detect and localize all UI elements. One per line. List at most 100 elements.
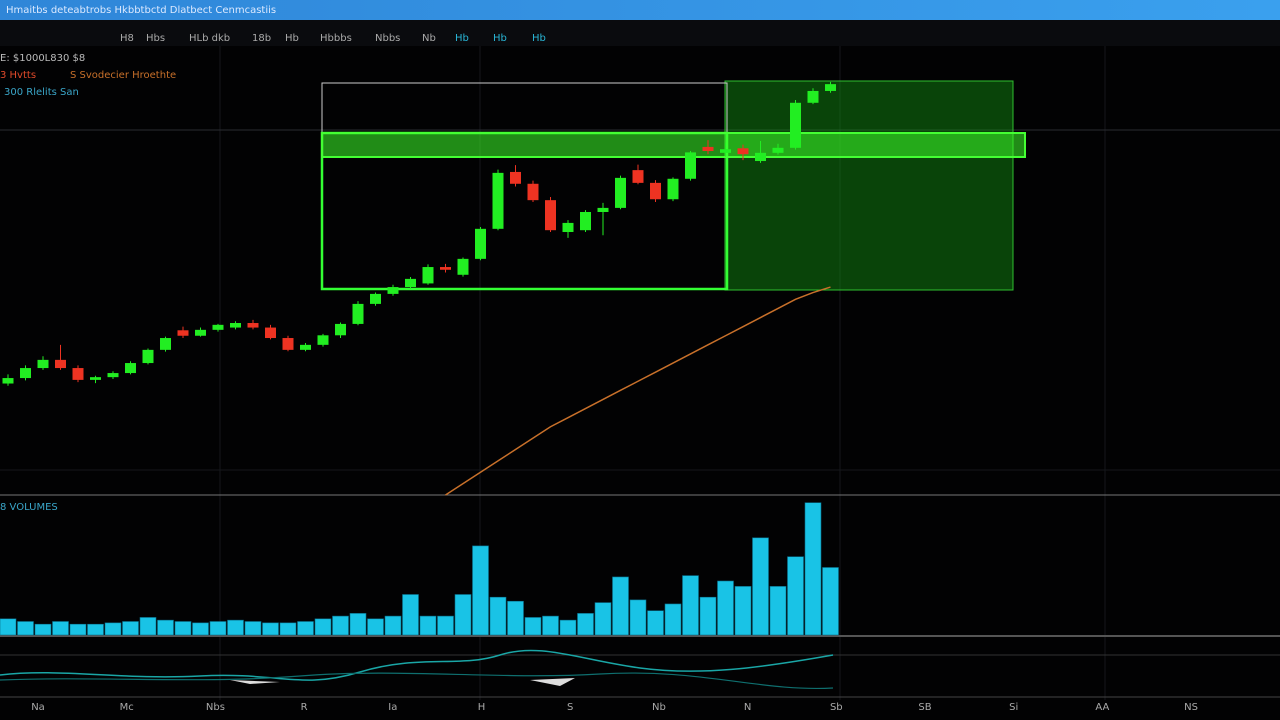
volume-bar	[437, 615, 454, 636]
volume-bar	[559, 619, 577, 636]
volume-bar	[507, 600, 524, 636]
candle-body	[685, 152, 696, 179]
candle-body	[90, 377, 101, 380]
candle-body	[405, 278, 416, 288]
volume-bar	[489, 596, 507, 636]
candle-body	[387, 287, 399, 294]
volume-bar	[0, 618, 17, 636]
oscillator	[0, 672, 834, 690]
time-label: R	[301, 702, 308, 713]
title-bar	[0, 0, 1280, 20]
candle-body	[107, 373, 119, 378]
volume-bar	[157, 619, 174, 636]
candle-body	[632, 170, 644, 183]
oscillator	[0, 649, 834, 681]
volume-bar	[472, 545, 489, 636]
time-label: Si	[1009, 702, 1018, 713]
volume-bar	[647, 610, 664, 636]
candle-body	[247, 323, 259, 328]
volume-bar	[734, 586, 752, 636]
volume-bar	[454, 594, 472, 636]
time-label: Nb	[652, 702, 666, 713]
volume-bar	[17, 621, 34, 636]
candle-body	[300, 344, 311, 350]
volume-bar	[227, 619, 244, 636]
candle-body	[230, 323, 241, 328]
volume-bar	[349, 613, 367, 636]
toolbar-item[interactable]: H8	[120, 33, 134, 44]
time-label: NS	[1184, 702, 1198, 713]
time-label: Na	[31, 702, 45, 713]
time-label: Sb	[830, 702, 843, 713]
volume-bar	[279, 622, 297, 636]
candle-body	[510, 171, 521, 184]
candle-body	[282, 338, 294, 350]
toolbar-item[interactable]: E: $1000L830 $8	[0, 53, 85, 64]
toolbar-item[interactable]: Hb	[455, 33, 469, 44]
candle-body	[20, 368, 31, 379]
moving-average	[445, 286, 831, 496]
volume-bar	[34, 623, 52, 636]
candle-body	[55, 359, 66, 369]
volume-bar	[244, 621, 262, 636]
candle-body	[475, 228, 486, 259]
volume-bar	[297, 621, 314, 636]
candle-body	[212, 324, 224, 330]
candle-body	[597, 207, 609, 212]
candle-body	[492, 172, 504, 229]
toolbar-item[interactable]: 18b	[252, 33, 271, 44]
toolbar-item[interactable]: Nbbs	[375, 33, 400, 44]
time-label: Nbs	[206, 702, 225, 713]
volume-bar	[717, 580, 734, 636]
volume-bar	[664, 603, 682, 636]
time-label: Mc	[120, 702, 134, 713]
toolbar-item[interactable]: Nb	[422, 33, 436, 44]
panel-title: 8 VOLUMES	[0, 502, 58, 513]
candle-body	[72, 368, 84, 380]
candle-body	[177, 330, 189, 336]
toolbar-item[interactable]: Hb	[493, 33, 507, 44]
volume-bar	[524, 617, 542, 636]
candle-body	[720, 149, 731, 153]
candle-body	[265, 327, 276, 339]
candle-body	[37, 359, 49, 369]
volume-bar	[612, 576, 629, 636]
candle-body	[440, 267, 451, 270]
toolbar-item[interactable]: Hb	[285, 33, 299, 44]
time-label: SB	[918, 702, 931, 713]
volume-bar	[542, 615, 559, 636]
volume-bar	[402, 594, 419, 636]
volume-bar	[682, 575, 699, 636]
candle-body	[772, 147, 784, 153]
volume-bar	[384, 615, 402, 636]
legend-entry: 300 Rlelits San	[4, 87, 79, 98]
volume-bar	[122, 621, 139, 636]
toolbar-item[interactable]: HLb dkb	[189, 33, 230, 44]
volume-bar	[139, 617, 157, 636]
volume-bar	[752, 537, 769, 636]
candle-body	[195, 329, 206, 336]
time-label: AA	[1095, 702, 1109, 713]
toolbar-item[interactable]: Hbs	[146, 33, 165, 44]
candle-body	[790, 102, 801, 148]
time-label: H	[478, 702, 486, 713]
toolbar-item[interactable]: Hbbbs	[320, 33, 352, 44]
volume-bar	[699, 596, 717, 636]
candle-body	[807, 90, 819, 103]
volume-bar	[822, 567, 839, 636]
candle-body	[335, 323, 346, 336]
target-zone[interactable]	[724, 80, 1014, 291]
candle-body	[667, 178, 679, 200]
candle-body	[702, 146, 714, 152]
candle-body	[370, 293, 381, 304]
volume-bar	[332, 615, 349, 636]
resistance-band[interactable]	[321, 132, 1026, 158]
toolbar-item[interactable]: Hb	[532, 33, 546, 44]
volume-bar	[262, 622, 279, 636]
candle-body	[580, 211, 591, 231]
volume-bar	[629, 599, 647, 636]
legend-entry: S Svodecier Hroethte	[70, 70, 176, 81]
candle-body	[562, 222, 574, 233]
